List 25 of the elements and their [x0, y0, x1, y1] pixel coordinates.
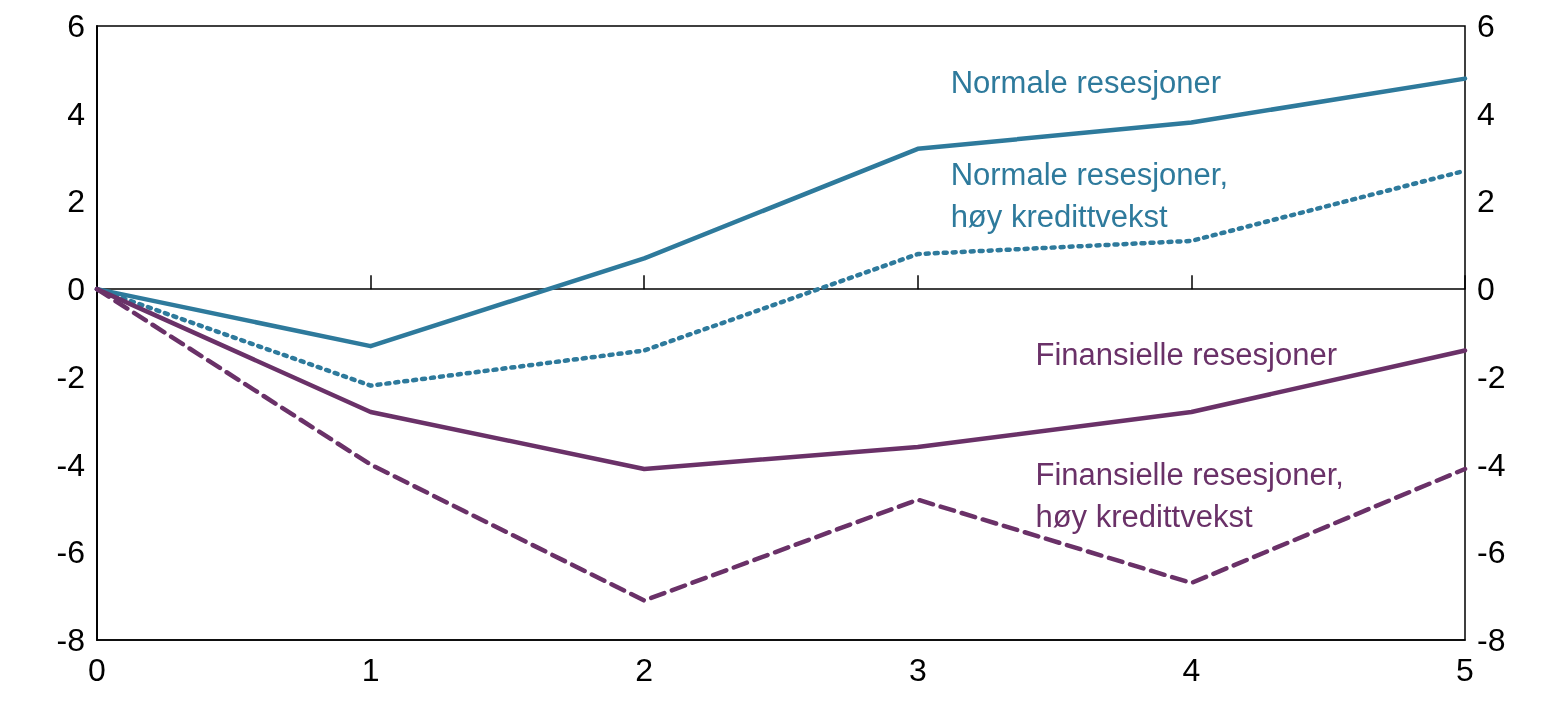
y-tick-label: 0	[67, 271, 85, 308]
y-tick-label: 6	[67, 8, 85, 44]
y-tick-label: -2	[56, 358, 85, 395]
x-tick-label: 2	[635, 652, 654, 688]
y-tick-label: -4	[56, 446, 85, 483]
y2-tick-label: 4	[1477, 95, 1495, 132]
x-tick-label: 1	[361, 652, 380, 688]
x-tick-label: 3	[908, 652, 927, 688]
y2-tick-label: 0	[1477, 271, 1495, 308]
y-tick-label: -6	[56, 534, 85, 571]
x-tick-label: 5	[1456, 652, 1474, 688]
x-tick-label: 4	[1182, 652, 1201, 688]
y2-tick-label: -6	[1477, 534, 1506, 571]
y-tick-label: 4	[67, 95, 85, 132]
y2-tick-label: -2	[1477, 358, 1506, 395]
y2-tick-label: -8	[1477, 622, 1506, 658]
series-label: Finansielle resesjoner	[1035, 336, 1337, 372]
series-label: Finansielle resesjoner, høy kredittvekst	[1035, 457, 1344, 535]
y2-tick-label: 2	[1477, 183, 1495, 220]
y2-tick-label: -4	[1477, 446, 1506, 483]
series-label: Normale resesjoner	[950, 64, 1222, 100]
y-tick-label: 2	[67, 183, 85, 220]
y-tick-label: -8	[56, 622, 85, 658]
series-label: Normale resesjoner, høy kredittvekst	[950, 156, 1229, 234]
y2-tick-label: 6	[1477, 8, 1495, 44]
